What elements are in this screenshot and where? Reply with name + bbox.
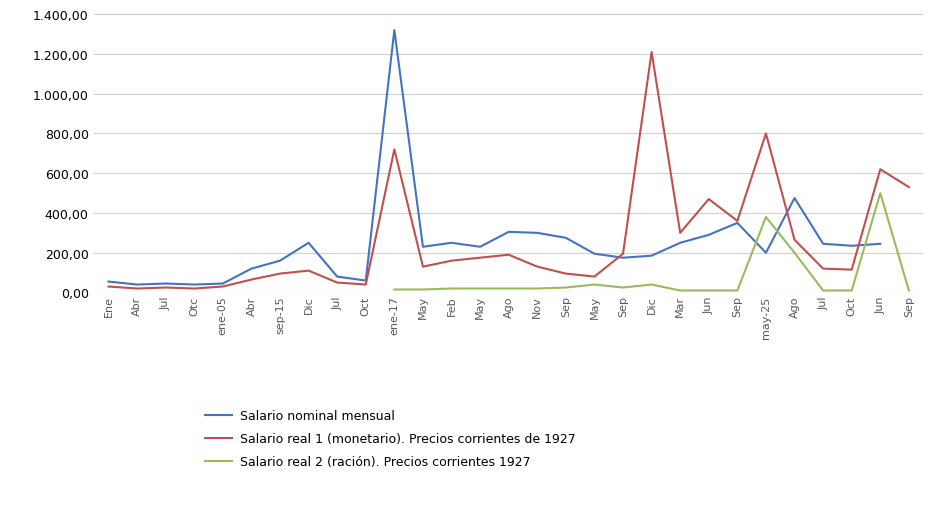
Salario real 1 (monetario). Precios corrientes de 1927 (760, 131, 771, 137)
Salario real 1 (monetario). Precios corrientes de 1927 (874, 167, 885, 173)
Line: Salario nominal mensual: Salario nominal mensual (108, 31, 880, 285)
Salario real 1 (monetario). Precios corrientes de 1927 (646, 50, 658, 56)
Salario nominal mensual (703, 232, 714, 238)
Salario real 1 (monetario). Precios corrientes de 1927 (446, 258, 457, 264)
Salario nominal mensual (303, 240, 315, 246)
Salario nominal mensual (160, 281, 171, 287)
Salario real 1 (monetario). Precios corrientes de 1927 (417, 264, 429, 270)
Salario real 1 (monetario). Precios corrientes de 1927 (132, 286, 143, 292)
Salario nominal mensual (132, 282, 143, 288)
Salario real 1 (monetario). Precios corrientes de 1927 (788, 237, 800, 243)
Salario real 1 (monetario). Precios corrientes de 1927 (589, 274, 600, 280)
Salario real 1 (monetario). Precios corrientes de 1927 (360, 282, 371, 288)
Salario nominal mensual (589, 251, 600, 257)
Salario real 1 (monetario). Precios corrientes de 1927 (303, 268, 315, 274)
Salario real 1 (monetario). Precios corrientes de 1927 (103, 284, 114, 290)
Salario nominal mensual (874, 241, 885, 247)
Salario nominal mensual (274, 258, 285, 264)
Salario real 1 (monetario). Precios corrientes de 1927 (903, 185, 915, 191)
Salario nominal mensual (760, 250, 771, 256)
Salario real 1 (monetario). Precios corrientes de 1927 (332, 280, 343, 286)
Salario nominal mensual (732, 221, 743, 227)
Legend: Salario nominal mensual, Salario real 1 (monetario). Precios corrientes de 1927,: Salario nominal mensual, Salario real 1 … (200, 405, 580, 474)
Salario nominal mensual (332, 274, 343, 280)
Salario nominal mensual (674, 240, 686, 246)
Salario real 1 (monetario). Precios corrientes de 1927 (274, 271, 285, 277)
Salario nominal mensual (188, 282, 200, 288)
Salario real 1 (monetario). Precios corrientes de 1927 (560, 271, 572, 277)
Salario real 1 (monetario). Precios corrientes de 1927 (846, 267, 857, 273)
Salario real 1 (monetario). Precios corrientes de 1927 (160, 285, 171, 291)
Salario nominal mensual (818, 241, 829, 247)
Salario nominal mensual (646, 253, 658, 259)
Salario real 1 (monetario). Precios corrientes de 1927 (703, 196, 714, 203)
Salario nominal mensual (417, 244, 429, 250)
Salario real 1 (monetario). Precios corrientes de 1927 (732, 219, 743, 225)
Salario real 1 (monetario). Precios corrientes de 1927 (218, 284, 229, 290)
Salario nominal mensual (218, 281, 229, 287)
Salario real 1 (monetario). Precios corrientes de 1927 (246, 277, 257, 283)
Salario real 1 (monetario). Precios corrientes de 1927 (389, 147, 400, 153)
Salario real 1 (monetario). Precios corrientes de 1927 (617, 251, 628, 257)
Salario nominal mensual (531, 230, 543, 236)
Salario real 1 (monetario). Precios corrientes de 1927 (674, 230, 686, 236)
Salario nominal mensual (617, 255, 628, 261)
Salario real 1 (monetario). Precios corrientes de 1927 (531, 264, 543, 270)
Salario nominal mensual (446, 240, 457, 246)
Line: Salario real 1 (monetario). Precios corrientes de 1927: Salario real 1 (monetario). Precios corr… (108, 53, 909, 289)
Salario nominal mensual (360, 278, 371, 284)
Salario nominal mensual (389, 28, 400, 34)
Salario real 1 (monetario). Precios corrientes de 1927 (188, 286, 200, 292)
Salario nominal mensual (788, 195, 800, 201)
Salario nominal mensual (475, 244, 486, 250)
Salario real 1 (monetario). Precios corrientes de 1927 (475, 255, 486, 261)
Salario nominal mensual (103, 279, 114, 285)
Salario nominal mensual (246, 266, 257, 272)
Salario nominal mensual (560, 235, 572, 241)
Salario real 1 (monetario). Precios corrientes de 1927 (818, 266, 829, 272)
Salario real 1 (monetario). Precios corrientes de 1927 (503, 252, 514, 258)
Salario nominal mensual (503, 229, 514, 235)
Salario nominal mensual (846, 243, 857, 249)
